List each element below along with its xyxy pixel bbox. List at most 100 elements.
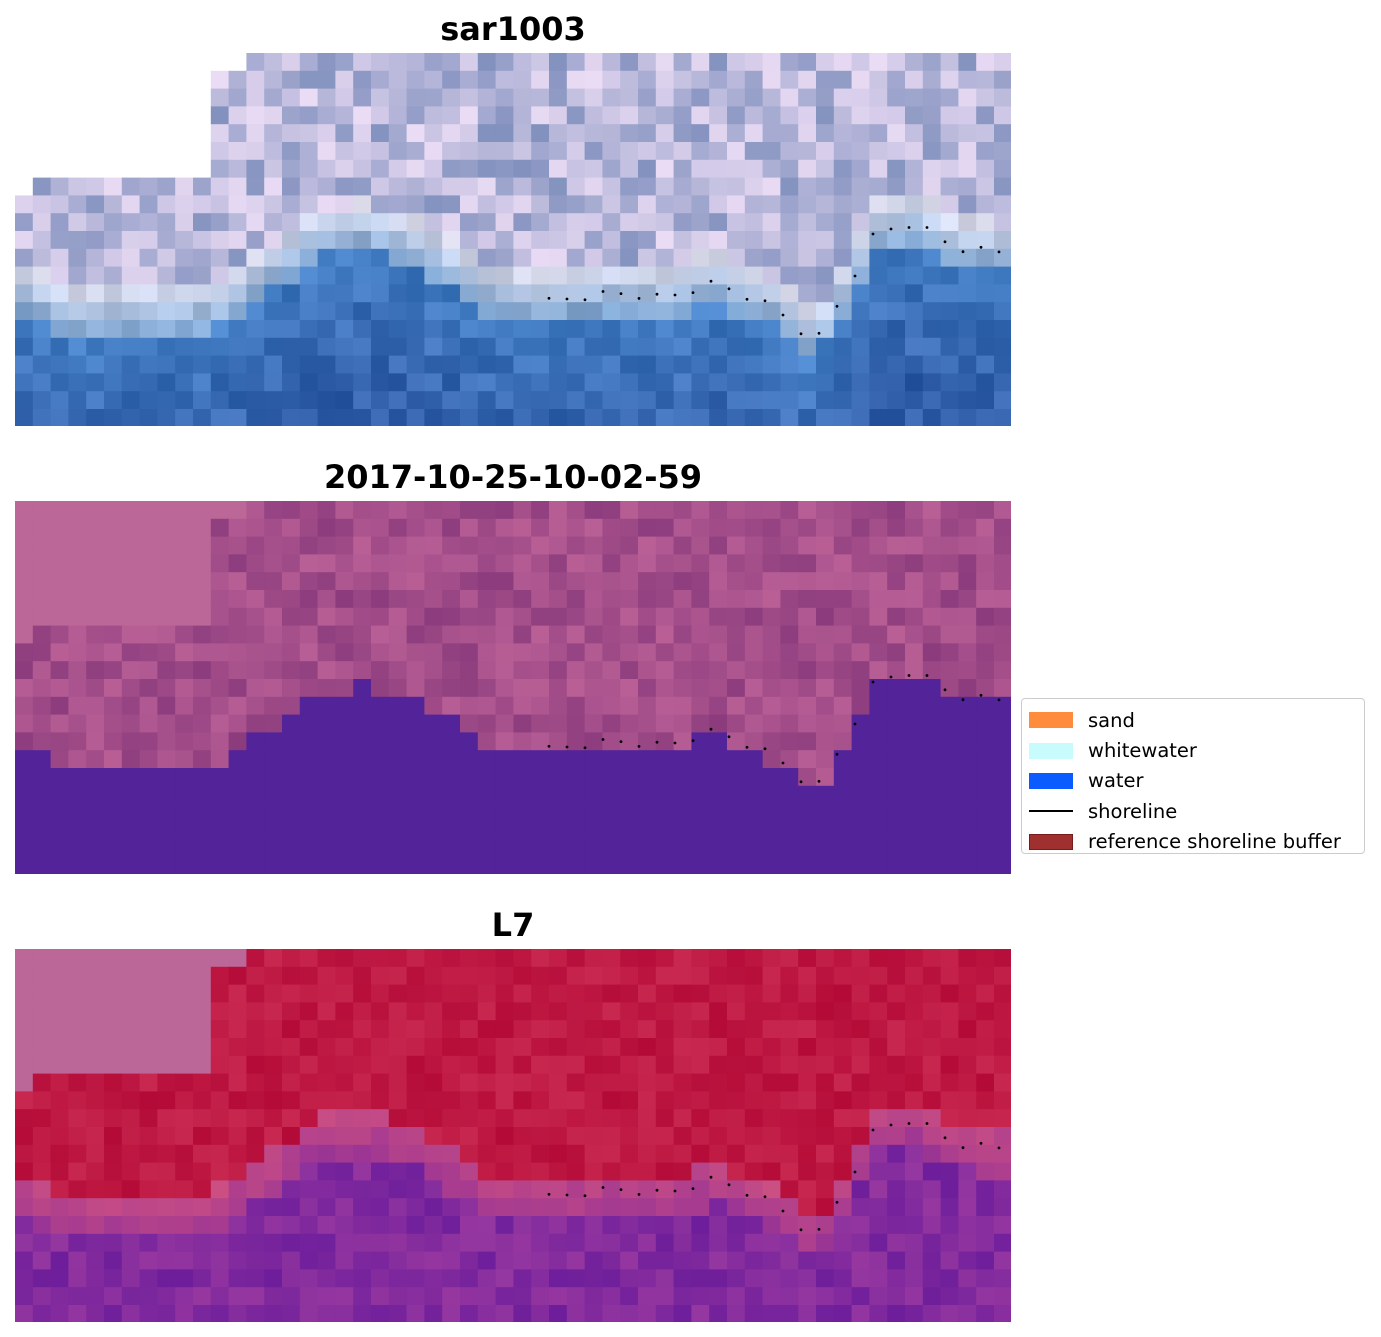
- raster-cell: [86, 320, 105, 339]
- raster-cell: [584, 714, 603, 733]
- raster-cell: [282, 679, 301, 698]
- raster-cell: [317, 857, 336, 874]
- raster-cell: [246, 266, 265, 285]
- raster-cell: [780, 195, 799, 214]
- raster-cell: [388, 1180, 408, 1199]
- raster-cell: [994, 284, 1011, 303]
- raster-cell: [887, 373, 906, 392]
- raster-cell: [157, 373, 176, 392]
- raster-cell: [833, 106, 853, 125]
- raster-cell: [175, 337, 194, 357]
- raster-cell: [691, 821, 710, 840]
- raster-cell: [513, 554, 532, 573]
- raster-cell: [175, 732, 194, 751]
- raster-cell: [495, 536, 514, 555]
- raster-cell: [442, 768, 461, 787]
- raster-cell: [638, 501, 657, 520]
- raster-cell: [940, 821, 959, 840]
- raster-cell: [299, 1198, 319, 1217]
- raster-cell: [833, 821, 853, 840]
- raster-cell: [15, 625, 34, 644]
- raster-cell: [833, 1305, 853, 1322]
- raster-cell: [851, 750, 870, 769]
- raster-cell: [816, 53, 835, 72]
- raster-cell: [780, 1198, 799, 1217]
- raster-cell: [460, 106, 479, 125]
- raster-cell: [121, 1269, 141, 1288]
- raster-cell: [68, 572, 87, 591]
- raster-cell: [282, 501, 301, 520]
- raster-cell: [922, 213, 942, 232]
- raster-cell: [68, 1287, 87, 1306]
- raster-cell: [32, 1020, 52, 1039]
- raster-cell: [388, 949, 408, 968]
- raster-cell: [264, 195, 283, 214]
- raster-cell: [816, 213, 835, 232]
- raster-cell: [32, 821, 52, 840]
- raster-cell: [922, 572, 942, 591]
- raster-cell: [869, 768, 888, 787]
- raster-cell: [531, 1002, 550, 1021]
- raster-cell: [264, 857, 283, 874]
- raster-cell: [442, 1020, 461, 1039]
- raster-cell: [620, 1251, 639, 1270]
- shoreline-point: [655, 292, 659, 296]
- raster-cell: [905, 679, 924, 698]
- raster-cell: [958, 213, 977, 232]
- raster-cell: [833, 1251, 853, 1270]
- raster-cell: [495, 857, 514, 874]
- raster-cell: [887, 195, 906, 214]
- raster-cell: [887, 966, 906, 986]
- raster-cell: [549, 679, 568, 698]
- raster-cell: [602, 1251, 621, 1270]
- raster-cell: [317, 679, 336, 698]
- raster-cell: [371, 857, 390, 874]
- raster-cell: [335, 1020, 354, 1039]
- raster-cell: [905, 1038, 924, 1057]
- raster-cell: [477, 714, 497, 733]
- raster-cell: [887, 839, 906, 858]
- raster-cell: [851, 373, 870, 392]
- raster-cell: [531, 1287, 550, 1306]
- raster-cell: [121, 768, 141, 787]
- raster-cell: [922, 1073, 942, 1092]
- raster-cell: [744, 661, 764, 680]
- raster-cell: [193, 1251, 212, 1270]
- raster-cell: [905, 949, 924, 968]
- raster-cell: [531, 409, 550, 426]
- raster-cell: [495, 159, 514, 179]
- raster-cell: [50, 231, 69, 250]
- raster-cell: [371, 1305, 390, 1322]
- raster-cell: [406, 177, 425, 196]
- raster-cell: [228, 661, 247, 680]
- raster-cell: [442, 337, 461, 357]
- raster-cell: [121, 572, 141, 591]
- raster-cell: [566, 1020, 586, 1039]
- raster-cell: [655, 625, 675, 644]
- raster-cell: [584, 1127, 603, 1146]
- raster-cell: [976, 1038, 995, 1057]
- raster-cell: [816, 839, 835, 858]
- raster-cell: [15, 839, 34, 858]
- raster-cell: [531, 195, 550, 214]
- raster-cell: [246, 248, 265, 268]
- raster-cell: [228, 750, 247, 769]
- raster-cell: [175, 1127, 194, 1146]
- raster-cell: [869, 518, 888, 538]
- raster-cell: [68, 1233, 87, 1253]
- raster-cell: [193, 1198, 212, 1217]
- raster-cell: [798, 1038, 817, 1057]
- raster-cell: [495, 1073, 514, 1092]
- raster-cell: [495, 177, 514, 196]
- raster-cell: [371, 518, 390, 538]
- raster-cell: [922, 857, 942, 874]
- raster-cell: [388, 1269, 408, 1288]
- raster-cell: [424, 70, 443, 90]
- raster-cell: [210, 248, 230, 268]
- raster-cell: [50, 1162, 69, 1181]
- raster-cell: [32, 679, 52, 698]
- raster-cell: [121, 518, 141, 538]
- raster-cell: [495, 1287, 514, 1306]
- raster-cell: [335, 679, 354, 698]
- raster-cell: [406, 966, 425, 986]
